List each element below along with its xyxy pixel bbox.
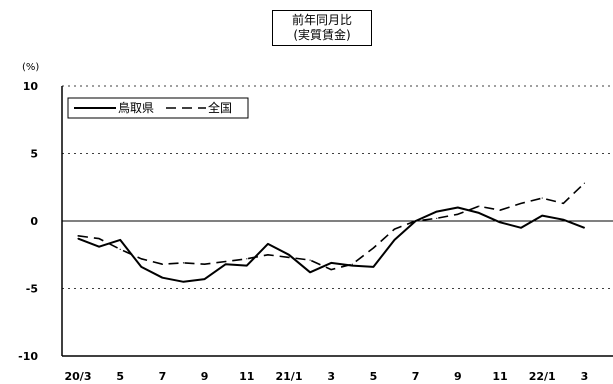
chart-title-box: 前年同月比 (実質賃金)	[272, 10, 372, 46]
series-0-point-22	[541, 215, 543, 217]
series-0-point-9	[267, 243, 269, 245]
x-tick-label-12: 3	[581, 370, 589, 383]
x-tick-label-2: 7	[159, 370, 167, 383]
legend-label-tottori: 鳥取県	[118, 100, 154, 115]
series-0-point-19	[478, 212, 480, 214]
series-1-point-16	[415, 220, 417, 222]
series-1-point-4	[161, 263, 163, 265]
series-0-point-13	[351, 264, 353, 267]
x-tick-label-5: 21/1	[276, 370, 303, 383]
series-0-point-0	[77, 237, 79, 240]
x-tick-label-8: 7	[412, 370, 420, 383]
x-tick-label-6: 3	[327, 370, 335, 383]
series-1-point-5	[182, 262, 185, 264]
x-tick-label-4: 11	[239, 370, 254, 383]
x-tick-label-3: 9	[201, 370, 209, 383]
series-0-point-4	[161, 277, 163, 279]
series-1-point-12	[330, 269, 332, 271]
series-1-point-13	[351, 263, 353, 265]
series-1-point-14	[372, 247, 374, 249]
series-0-point-17	[436, 210, 438, 213]
series-1-point-20	[499, 209, 501, 211]
series-1-point-10	[288, 256, 290, 259]
legend: 鳥取県 全国	[67, 97, 249, 119]
y-tick-label-3: -5	[26, 283, 38, 296]
series-1-point-19	[478, 205, 480, 207]
series-1-point-6	[204, 263, 206, 265]
series-1-point-22	[541, 197, 543, 199]
series-0-point-14	[372, 266, 374, 268]
series-0-point-7	[225, 263, 227, 265]
chart-subtitle: (実質賃金)	[293, 28, 351, 42]
series-0-point-5	[182, 281, 185, 283]
series-0-point-10	[288, 254, 290, 256]
series-0-point-20	[499, 221, 501, 223]
series-1-point-8	[246, 258, 248, 260]
x-tick-label-9: 9	[454, 370, 462, 383]
series-1-point-1	[98, 237, 100, 240]
x-tick-label-11: 22/1	[529, 370, 556, 383]
series-0-point-18	[457, 206, 459, 209]
x-tick-label-10: 11	[492, 370, 507, 383]
series-layer	[77, 182, 586, 283]
y-tick-label-1: 5	[30, 148, 38, 161]
series-0-point-23	[562, 219, 564, 221]
series-1-point-7	[225, 260, 227, 263]
series-0-point-24	[583, 227, 586, 229]
series-1-point-2	[119, 248, 121, 250]
series-0-point-1	[98, 246, 100, 248]
series-0-point-6	[204, 278, 206, 280]
series-1-point-23	[562, 202, 564, 205]
series-0-point-3	[140, 266, 142, 268]
series-1-point-0	[77, 235, 79, 237]
series-1-point-3	[140, 258, 142, 260]
series-0-point-21	[520, 227, 522, 229]
y-tick-label-0: 10	[23, 80, 39, 93]
series-0-point-15	[393, 239, 396, 241]
series-1-point-9	[267, 254, 269, 256]
x-tick-label-7: 5	[370, 370, 378, 383]
series-0-point-2	[119, 239, 121, 241]
series-0-point-11	[309, 271, 311, 273]
x-tick-labels: 20/3 5 7 9 11 21/1 3 5 7 9 11 22/1 3	[65, 370, 589, 383]
y-tick-label-4: -10	[18, 350, 38, 363]
series-0-point-12	[330, 262, 332, 264]
grid-lines	[62, 85, 613, 289]
series-0-point-8	[246, 264, 248, 267]
y-tick-labels: 10 5 0 -5 -10	[18, 80, 38, 363]
y-unit-label: (%)	[22, 62, 39, 73]
series-1-point-15	[393, 228, 396, 230]
legend-box	[67, 97, 249, 119]
x-tick-label-1: 5	[116, 370, 124, 383]
legend-label-national: 全国	[208, 100, 232, 115]
series-1-point-17	[436, 217, 438, 219]
series-1-point-24	[583, 182, 586, 184]
series-1-point-18	[457, 213, 459, 215]
chart-title: 前年同月比	[291, 13, 352, 27]
series-1-point-11	[309, 259, 311, 261]
series-1-point-21	[520, 202, 522, 205]
y-tick-label-2: 0	[30, 215, 38, 228]
x-tick-label-0: 20/3	[65, 370, 92, 383]
